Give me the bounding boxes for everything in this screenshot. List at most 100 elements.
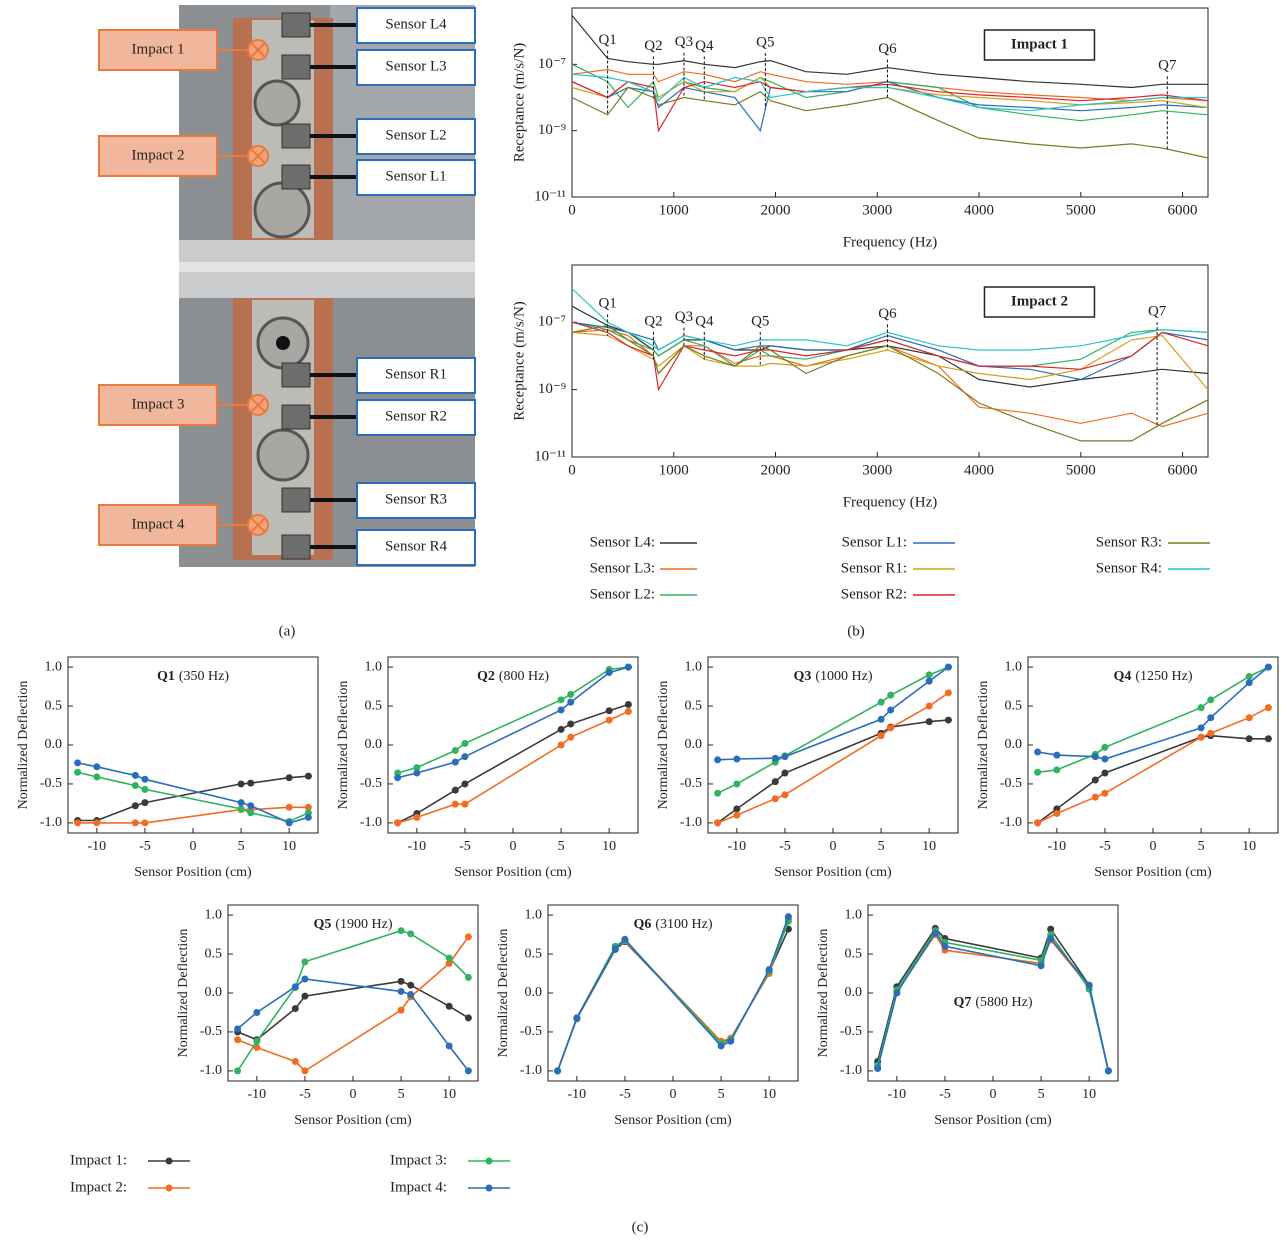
data-point [304,813,312,821]
panel-label: (b) [847,623,865,639]
data-point [247,802,255,810]
chart-title: Q2 (800 Hz) [477,669,549,684]
series-line [397,710,629,824]
series-line [556,921,790,1072]
chart-title: Q5 (1900 Hz) [313,917,392,932]
data-point [1047,934,1055,942]
y-axis-label: Normalized Deflection [656,681,671,810]
series-line [717,666,949,795]
data-point [733,811,741,819]
series-line [77,806,309,824]
x-tick-label: 1000 [659,202,689,218]
x-tick-label: 0 [670,1087,677,1102]
data-point [1091,793,1099,801]
data-point [611,945,619,953]
data-point [291,1005,299,1013]
x-tick-label: -10 [888,1087,907,1102]
annotation-label: Q3 [675,34,693,50]
impact-label: Impact 1 [132,41,185,57]
sensor-label: Sensor R4 [385,538,448,554]
x-tick-label: 1000 [659,462,689,478]
data-point [887,706,895,714]
bolt [276,336,290,350]
y-tick-label: 0.5 [365,698,383,713]
sensor-box [356,529,476,566]
data-point [234,1025,242,1033]
chart: -10 -5 0 5 10 -1.0 -0.5 0.0 0.5 1.0 Sensor Positio… [496,904,799,1128]
x-axis-label: Sensor Position (cm) [774,865,892,880]
impact-label: Impact 4 [132,516,185,532]
sensor-label: Sensor L2 [385,127,446,143]
series-line [717,719,949,824]
bolt [253,79,301,127]
data-point [931,929,939,937]
legend-label: Impact 2: [70,1179,127,1195]
data-point [304,772,312,780]
chart-title: Impact 1 [1011,36,1068,52]
legend-label: Sensor L3: [590,560,655,576]
pipe [179,262,475,272]
y-tick-label: 0.0 [365,737,383,752]
bolt [256,428,310,482]
x-tick-label: -5 [299,1087,311,1102]
y-tick-label: 10⁻⁹ [538,381,566,397]
x-tick-label: -5 [619,1087,631,1102]
x-tick-label: 5 [1198,839,1205,854]
data-point [1245,679,1253,687]
series-line [556,918,790,1072]
data-point [733,805,741,813]
chart: 0 1000 2000 3000 4000 5000 6000 10⁻¹¹ 10⁻⁹ 10⁻⁷ Fr… [511,7,1209,250]
series-line [571,324,1209,442]
data-point [407,991,415,999]
impact-label: Impact 2 [132,147,185,163]
data-point [461,753,469,761]
chart-title-note: (3100 Hz) [655,917,712,932]
y-tick-label: 0.0 [525,985,543,1000]
x-tick-label: 6000 [1168,202,1198,218]
data-point [451,758,459,766]
x-tick-label: -10 [88,839,107,854]
data-point [1034,748,1042,756]
legend-label: Sensor R4: [1096,560,1162,576]
annotation-label: Q6 [878,41,897,57]
chart: 0 1000 2000 3000 4000 5000 6000 10⁻¹¹ 10⁻⁹ 10⁻⁷ Fr… [511,264,1209,510]
sensor-box [356,159,476,196]
y-tick-label: 10⁻⁷ [538,56,566,72]
title-box [983,286,1096,318]
legend-swatch [485,1184,493,1192]
annotation-label: Q6 [878,306,897,322]
y-axis-label: Normalized Deflection [976,681,991,810]
data-point [557,725,565,733]
x-tick-label: 10 [602,839,616,854]
y-tick-label: -0.5 [360,776,382,791]
chart-title-main: Q6 [633,917,651,932]
chart-title-main: Q5 [313,917,331,932]
x-axis-label: Frequency (Hz) [843,234,938,250]
data-point [925,677,933,685]
x-tick-label: 0 [568,462,576,478]
y-tick-label: 0.0 [845,985,863,1000]
series-line [1037,666,1269,774]
y-tick-label: 0.5 [45,698,63,713]
data-point [451,786,459,794]
data-point [74,768,82,776]
x-tick-label: 0 [350,1087,357,1102]
y-axis-label: Receptance (m/s/N) [511,301,527,421]
data-point [397,987,405,995]
data-point [567,733,575,741]
data-point [464,973,472,981]
x-tick-label: 10 [762,1087,776,1102]
chart: -10 -5 0 5 10 -1.0 -0.5 0.0 0.5 1.0 Sensor Positio… [336,656,639,880]
data-point [887,724,895,732]
data-point [567,720,575,728]
data-point [874,1065,882,1073]
series-line [237,978,470,1072]
x-axis-label: Sensor Position (cm) [294,1113,412,1128]
data-point [74,759,82,767]
legend-label: Impact 3: [390,1152,447,1168]
data-point [567,698,575,706]
x-tick-label: 5 [558,839,565,854]
sensor-label: Sensor R2 [385,408,447,424]
data-point [247,779,255,787]
data-point [445,1042,453,1050]
